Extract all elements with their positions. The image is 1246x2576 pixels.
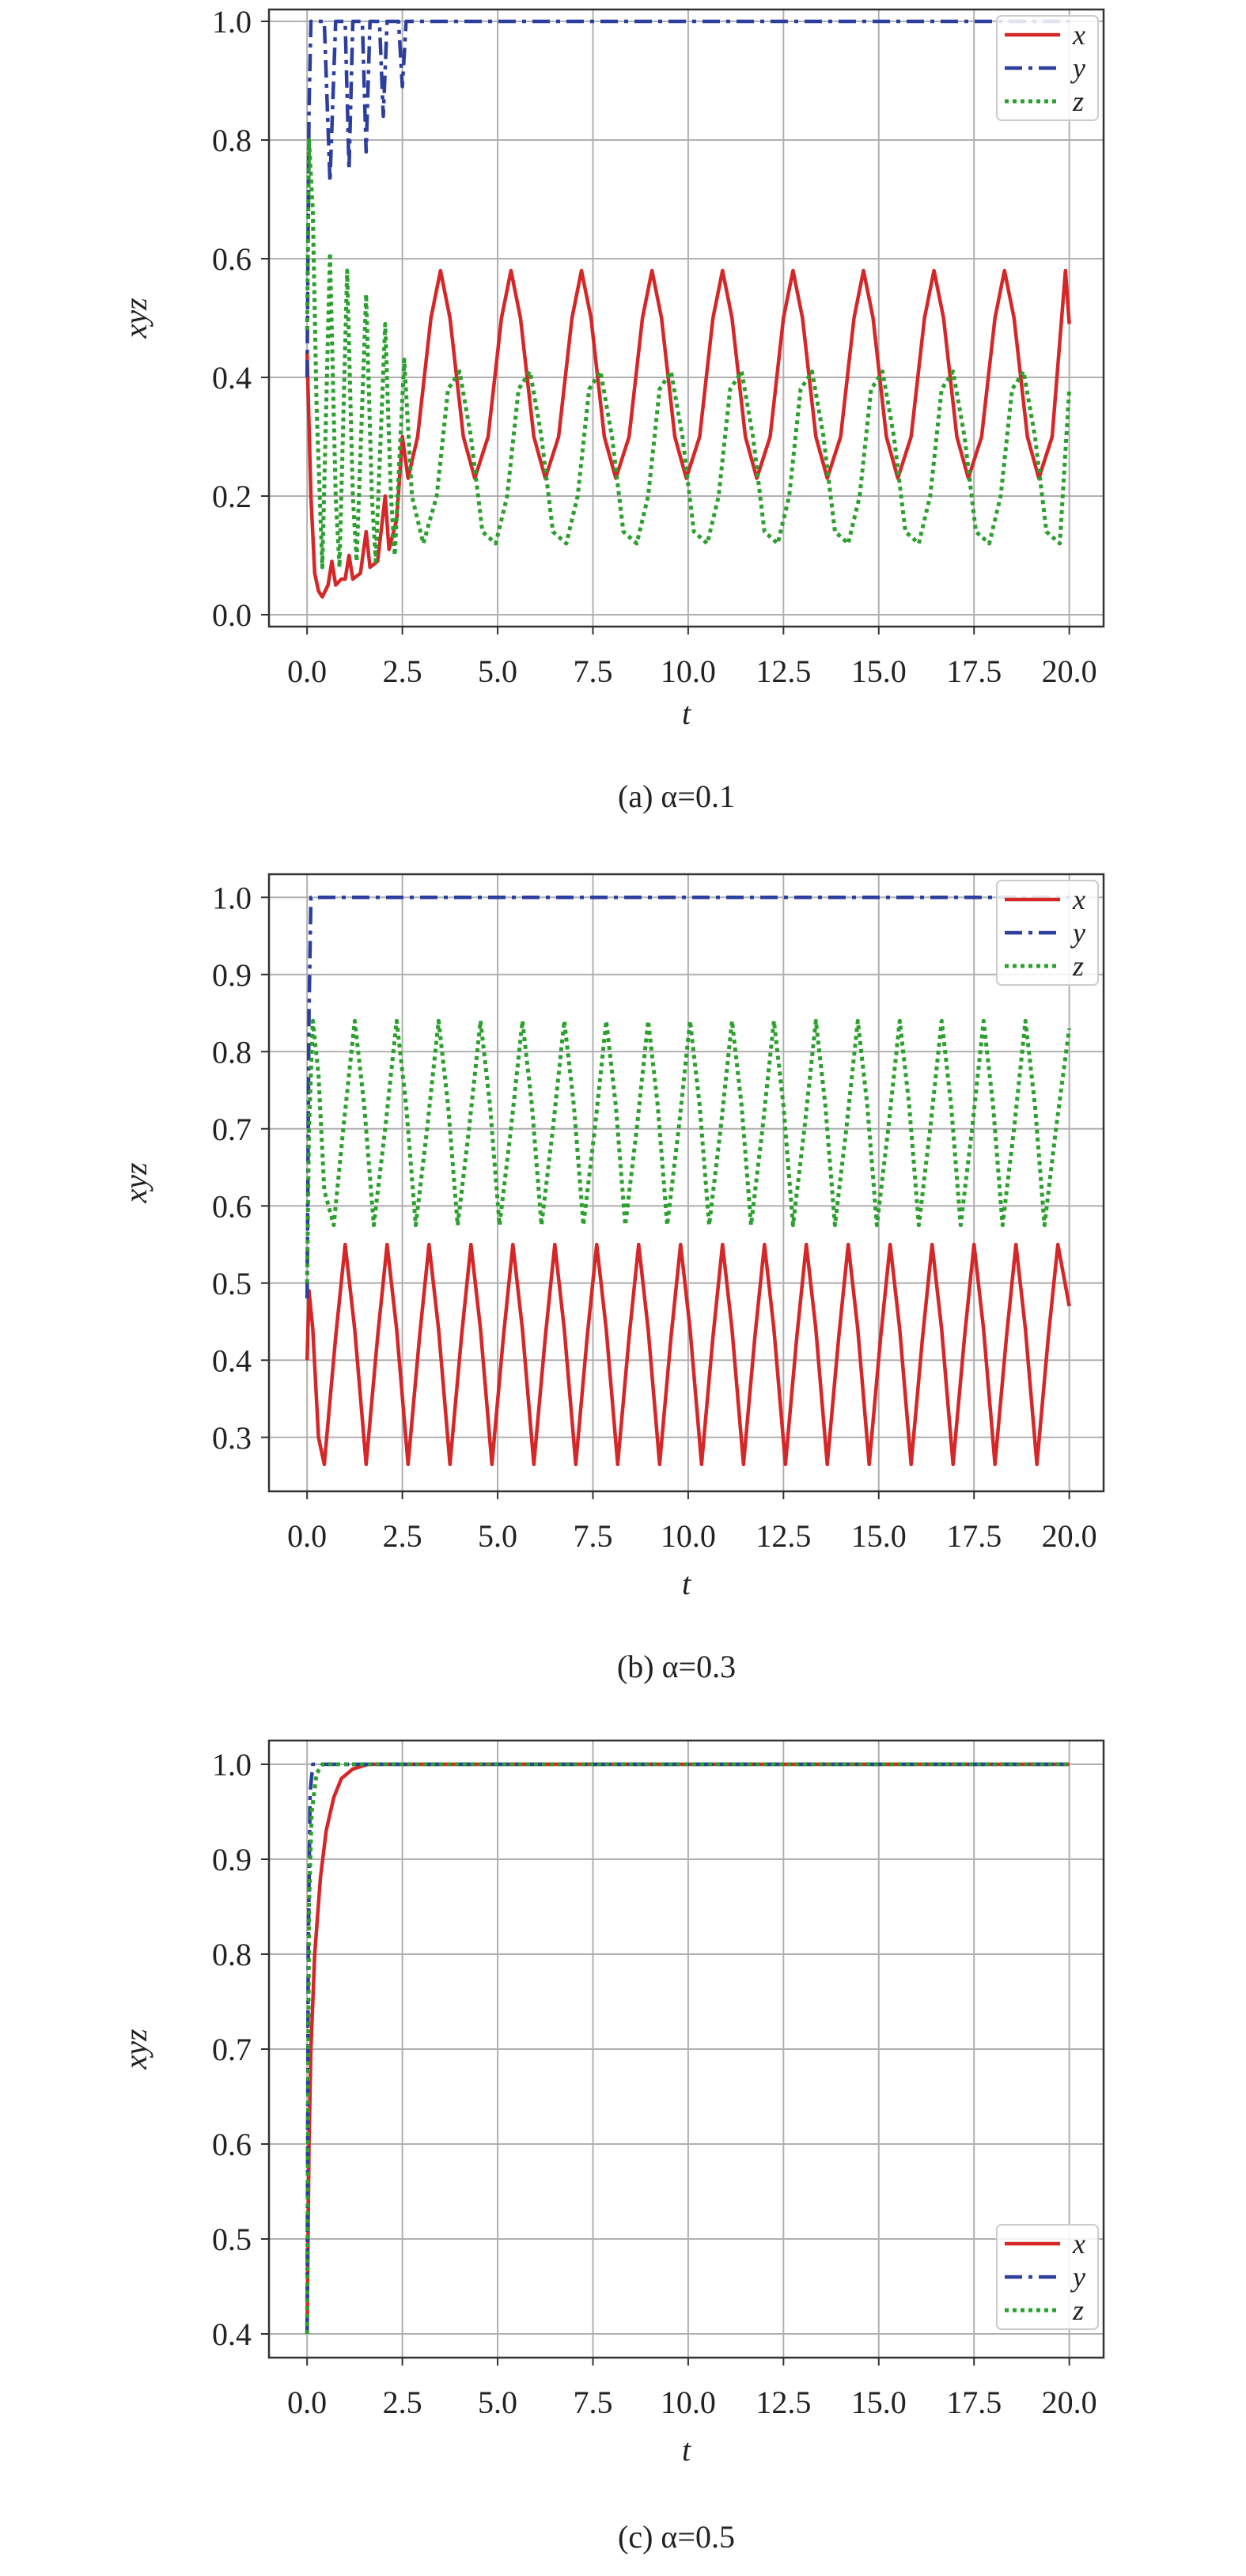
series-line-y bbox=[305, 19, 1070, 378]
x-tick-label: 2.5 bbox=[383, 2385, 422, 2420]
x-tick-label: 7.5 bbox=[573, 1518, 612, 1554]
series-line-z bbox=[305, 1018, 1072, 1283]
x-tick-label: 12.5 bbox=[756, 2385, 811, 2420]
y-tick-label: 0.8 bbox=[212, 1034, 252, 1070]
y-tick-label: 0.5 bbox=[212, 2222, 252, 2257]
y-tick-label: 1.0 bbox=[212, 4, 252, 40]
plot-area bbox=[269, 9, 1104, 627]
x-tick-label: 2.5 bbox=[383, 653, 422, 689]
legend-label-z: z bbox=[1072, 2294, 1084, 2326]
y-tick-label: 0.6 bbox=[212, 2127, 252, 2162]
x-tick-label: 7.5 bbox=[573, 653, 612, 689]
panel-caption: (b) α=0.3 bbox=[617, 1649, 736, 1684]
legend-label-y: y bbox=[1070, 52, 1085, 84]
x-tick-label: 12.5 bbox=[756, 1518, 811, 1554]
legend-label-z: z bbox=[1072, 950, 1084, 982]
y-tick-label: 0.3 bbox=[212, 1420, 252, 1456]
y-tick-label: 0.6 bbox=[212, 241, 252, 277]
x-tick-label: 5.0 bbox=[478, 653, 517, 689]
series-line-x bbox=[305, 268, 1071, 599]
y-tick-label: 0.9 bbox=[212, 1842, 252, 1877]
x-tick-label: 2.5 bbox=[383, 1518, 422, 1554]
x-tick-label: 5.0 bbox=[478, 2385, 517, 2420]
y-tick-label: 0.4 bbox=[212, 360, 252, 396]
x-tick-label: 0.0 bbox=[287, 2385, 327, 2420]
legend-label-y: y bbox=[1070, 2261, 1085, 2293]
x-tick-label: 15.0 bbox=[851, 2385, 907, 2420]
y-axis-label: xyz bbox=[118, 2029, 153, 2070]
y-tick-label: 0.7 bbox=[212, 2032, 252, 2067]
plot-frame bbox=[267, 8, 1105, 628]
legend-label-x: x bbox=[1072, 884, 1085, 915]
y-tick-label: 0.7 bbox=[212, 1112, 252, 1147]
x-tick-label: 15.0 bbox=[851, 653, 907, 689]
x-tick-label: 10.0 bbox=[661, 1518, 716, 1554]
y-tick-label: 0.8 bbox=[212, 1937, 252, 1972]
x-tick-label: 17.5 bbox=[946, 1518, 1002, 1554]
series-line-z bbox=[305, 1762, 1070, 2335]
x-tick-label: 10.0 bbox=[661, 653, 716, 689]
series-line-x bbox=[305, 1762, 1070, 2335]
x-tick-label: 17.5 bbox=[946, 653, 1002, 689]
y-tick-label: 0.9 bbox=[212, 957, 252, 993]
x-tick-label: 0.0 bbox=[287, 653, 327, 689]
x-tick-label: 10.0 bbox=[661, 2385, 716, 2420]
legend-label-x: x bbox=[1072, 2228, 1085, 2260]
x-tick-label: 7.5 bbox=[573, 2385, 612, 2420]
y-tick-label: 1.0 bbox=[212, 1747, 252, 1782]
x-tick-label: 20.0 bbox=[1042, 653, 1097, 689]
y-tick-label: 0.4 bbox=[212, 2317, 252, 2352]
x-tick-label: 12.5 bbox=[756, 653, 811, 689]
panel-caption: (a) α=0.1 bbox=[618, 778, 735, 814]
y-tick-label: 0.6 bbox=[212, 1188, 252, 1224]
legend-label-x: x bbox=[1072, 19, 1085, 51]
y-axis-label: xyz bbox=[118, 297, 153, 339]
legend-label-z: z bbox=[1072, 85, 1084, 117]
series-line-z bbox=[305, 138, 1072, 570]
plot-area bbox=[269, 874, 1104, 1491]
x-tick-label: 17.5 bbox=[946, 2385, 1002, 2420]
x-tick-label: 0.0 bbox=[287, 1518, 327, 1554]
y-tick-label: 1.0 bbox=[212, 880, 252, 915]
x-axis-label: t bbox=[682, 695, 691, 731]
y-tick-label: 0.0 bbox=[212, 597, 252, 633]
x-tick-label: 15.0 bbox=[851, 1518, 907, 1554]
y-tick-label: 0.4 bbox=[212, 1343, 252, 1378]
panel-c: 0.0 2.5 5.0 7.5 10.0 12.5 15.0 17.5 20.0 0.4 0.5 0.… bbox=[118, 1739, 1105, 2555]
x-axis-label: t bbox=[682, 2432, 691, 2468]
series-line-x bbox=[305, 1242, 1071, 1467]
plot-frame bbox=[267, 873, 1105, 1493]
x-tick-label: 5.0 bbox=[478, 1518, 517, 1554]
plot-frame bbox=[267, 1739, 1105, 2359]
y-tick-label: 0.2 bbox=[212, 479, 252, 514]
x-axis-label: t bbox=[682, 1566, 691, 1601]
y-axis-label: xyz bbox=[118, 1162, 153, 1204]
panel-a: 0.0 2.5 5.0 7.5 10.0 12.5 15.0 17.5 20.0 0.0 0.2 0.… bbox=[118, 4, 1105, 814]
panel-b: 0.0 2.5 5.0 7.5 10.0 12.5 15.0 17.5 20.0 0.3 0.4 0.… bbox=[118, 873, 1105, 1684]
legend-label-y: y bbox=[1070, 917, 1085, 949]
y-tick-label: 0.8 bbox=[212, 123, 252, 158]
panel-caption: (c) α=0.5 bbox=[618, 2519, 735, 2555]
x-tick-label: 20.0 bbox=[1042, 1518, 1097, 1554]
x-tick-label: 20.0 bbox=[1042, 2385, 1097, 2420]
y-tick-label: 0.5 bbox=[212, 1266, 252, 1301]
